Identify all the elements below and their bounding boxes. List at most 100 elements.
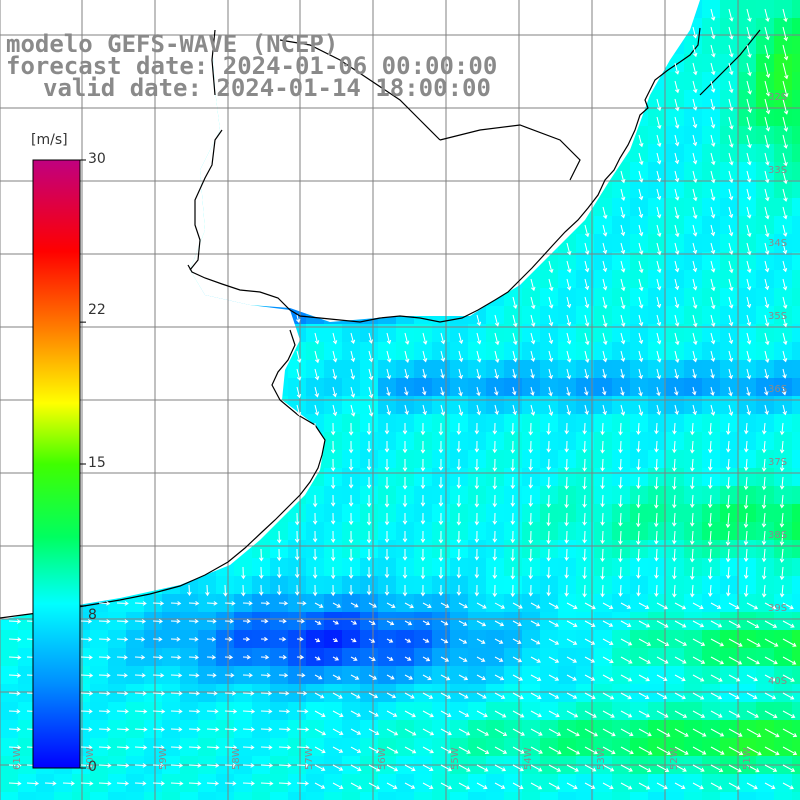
wind-arrow [566,674,577,681]
wind-arrow [332,674,342,680]
wind-arrow [672,584,677,598]
wind-arrow [779,548,785,563]
wind-arrow [80,745,93,750]
wind-arrow [584,386,589,396]
wind-arrow [584,602,596,610]
wind-arrow [654,584,659,598]
wind-arrow [512,728,525,736]
wind-arrow [672,494,677,509]
wind-arrow [782,368,787,379]
wind-arrow [728,764,742,773]
wind-arrow [764,44,770,60]
wind-arrow [98,619,111,624]
wind-arrow [438,422,444,436]
wind-arrow [692,62,698,76]
wind-arrow [438,584,444,597]
wind-arrow [440,602,450,608]
wind-arrow [134,781,147,786]
wind-arrow [170,763,184,768]
wind-arrow [314,386,320,398]
wind-arrow [600,494,605,508]
wind-cell [792,414,800,433]
wind-arrow [584,242,590,255]
wind-arrow [546,512,551,527]
wind-arrow [710,80,716,93]
wind-arrow [348,440,354,454]
wind-arrow [422,764,434,771]
wind-arrow [8,781,22,786]
longitude-label: 60W [85,747,96,770]
wind-arrow [708,458,713,471]
wind-arrow [296,745,310,750]
wind-cell [792,108,800,127]
wind-arrow [404,782,416,789]
wind-arrow [728,782,741,790]
wind-arrow [764,278,770,291]
wind-arrow [728,260,734,274]
wind-arrow [528,476,534,489]
wind-arrow [368,620,376,625]
wind-arrow [242,691,255,696]
wind-arrow [402,459,408,472]
wind-arrow [728,674,741,682]
wind-arrow [764,62,771,79]
wind-arrow [404,404,409,416]
wind-arrow [134,727,148,732]
wind-arrow [566,602,578,610]
wind-arrow [692,296,698,310]
wind-arrow [764,80,771,97]
wind-arrow [492,440,498,454]
wind-arrow [512,332,518,346]
wind-arrow [170,781,184,786]
wind-cell [756,792,775,800]
wind-cell [792,360,800,379]
wind-arrow [728,350,734,363]
wind-arrow [656,782,668,790]
wind-arrow [440,638,449,644]
wind-arrow [224,601,236,606]
wind-arrow [458,602,468,609]
wind-arrow [206,781,220,786]
wind-arrow [242,745,255,750]
wind-arrow [350,692,361,699]
wind-arrow [708,422,713,436]
wind-arrow [600,530,605,545]
wind-arrow [294,530,300,544]
wind-arrow [782,278,788,291]
wind-arrow [600,440,605,454]
wind-arrow [654,422,659,435]
wind-arrow [620,224,626,237]
wind-arrow [782,386,787,396]
wind-cell [792,396,800,415]
wind-arrow [692,278,698,291]
wind-arrow [366,422,372,436]
wind-arrow [761,422,767,435]
wind-arrow [368,332,374,344]
wind-arrow [348,494,354,507]
wind-arrow [674,314,680,327]
wind-arrow [474,530,480,544]
longitude-label: 53W [596,747,607,770]
wind-arrow [746,296,752,309]
wind-cell [792,180,800,199]
wind-cell [774,792,793,800]
wind-arrow [312,584,318,597]
wind-arrow [584,404,589,416]
wind-arrow [330,530,336,543]
wind-arrow [584,260,590,273]
wind-arrow [638,152,644,166]
wind-arrow [602,314,608,328]
wind-arrow [548,620,560,627]
wind-arrow [366,584,372,596]
wind-arrow [116,655,128,660]
wind-arrow [260,636,269,642]
wind-arrow [492,476,498,490]
wind-arrow [402,549,408,561]
wind-arrow [260,709,273,714]
wind-arrow [746,278,752,291]
wind-arrow [656,746,671,755]
wind-arrow [278,709,291,714]
wind-arrow [296,672,306,678]
wind-arrow [764,386,769,396]
